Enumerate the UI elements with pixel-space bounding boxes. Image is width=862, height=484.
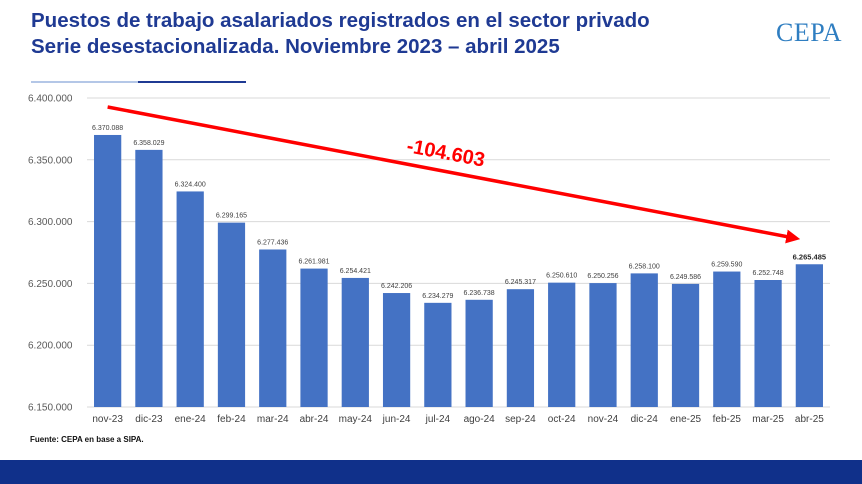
title-underline-light <box>31 81 138 83</box>
x-tick-label: dic-24 <box>631 414 659 425</box>
data-label: 6.236.738 <box>464 290 495 297</box>
x-tick-label: may-24 <box>339 414 373 425</box>
y-tick-label: 6.300.000 <box>28 217 73 228</box>
bar <box>795 264 823 407</box>
data-label: 6.259.590 <box>711 262 742 269</box>
y-tick-label: 6.200.000 <box>28 341 73 352</box>
data-label: 6.250.610 <box>546 273 577 280</box>
title-line-2: Serie desestacionalizada. Noviembre 2023… <box>31 35 560 58</box>
data-label: 6.299.165 <box>216 213 247 220</box>
data-label: 6.250.256 <box>587 273 618 280</box>
bar <box>217 222 246 407</box>
bar <box>135 149 163 407</box>
data-label: 6.254.421 <box>340 268 371 275</box>
bar <box>341 277 369 407</box>
bar <box>754 280 782 407</box>
x-tick-label: dic-23 <box>135 414 163 425</box>
x-tick-label: ago-24 <box>464 414 496 425</box>
bar <box>259 249 287 407</box>
x-tick-label: jul-24 <box>425 414 451 425</box>
y-tick-label: 6.350.000 <box>28 155 73 166</box>
trend-arrow <box>107 105 801 244</box>
bar <box>94 134 122 407</box>
x-tick-label: feb-24 <box>217 414 246 425</box>
chart-title: Puestos de trabajo asalariados registrad… <box>31 8 650 60</box>
x-tick-label: ene-24 <box>175 414 207 425</box>
data-label: 6.242.206 <box>381 283 412 290</box>
bar <box>424 302 452 407</box>
data-label: 6.252.748 <box>753 270 784 277</box>
bar <box>300 268 328 407</box>
bar <box>176 191 204 407</box>
bar-chart: 6.150.000 6.200.000 6.250.000 6.300.000 6.35… <box>28 94 830 425</box>
bar <box>713 271 741 407</box>
bar <box>671 283 700 407</box>
data-label: 6.324.400 <box>175 181 206 188</box>
data-label: 6.370.088 <box>92 125 123 132</box>
data-label: 6.234.279 <box>422 293 453 300</box>
bar <box>382 293 411 407</box>
x-tick-label: mar-24 <box>257 414 289 425</box>
source-note: Fuente: CEPA en base a SIPA. <box>30 435 144 444</box>
data-label: 6.258.100 <box>629 263 660 270</box>
data-label: 6.277.436 <box>257 239 288 246</box>
bar <box>548 282 576 407</box>
title-underline-dark <box>138 81 246 83</box>
bar <box>465 299 493 407</box>
footer-band <box>0 460 862 484</box>
title-line-1: Puestos de trabajo asalariados registrad… <box>31 9 650 32</box>
x-tick-label: mar-25 <box>752 414 784 425</box>
x-tick-label: abr-24 <box>300 414 329 425</box>
data-label: 6.245.317 <box>505 279 536 286</box>
y-tick-label: 6.400.000 <box>28 94 73 105</box>
x-tick-label: oct-24 <box>548 414 576 425</box>
bar <box>589 283 617 407</box>
x-tick-label: sep-24 <box>505 414 536 425</box>
x-tick-label: nov-23 <box>92 414 123 425</box>
data-label: 6.249.586 <box>670 274 701 281</box>
data-label: 6.261.981 <box>298 259 329 266</box>
data-label: 6.358.029 <box>133 140 164 147</box>
bar <box>630 273 658 407</box>
x-tick-label: jun-24 <box>382 414 411 425</box>
data-label: 6.265.485 <box>793 252 826 261</box>
y-tick-label: 6.250.000 <box>28 279 73 290</box>
x-tick-label: abr-25 <box>795 414 824 425</box>
bar <box>506 289 535 407</box>
y-tick-label: 6.150.000 <box>28 403 73 414</box>
cepa-logo: CEPA <box>776 18 843 47</box>
x-tick-label: ene-25 <box>670 414 702 425</box>
x-tick-label: nov-24 <box>588 414 619 425</box>
x-tick-label: feb-25 <box>713 414 742 425</box>
